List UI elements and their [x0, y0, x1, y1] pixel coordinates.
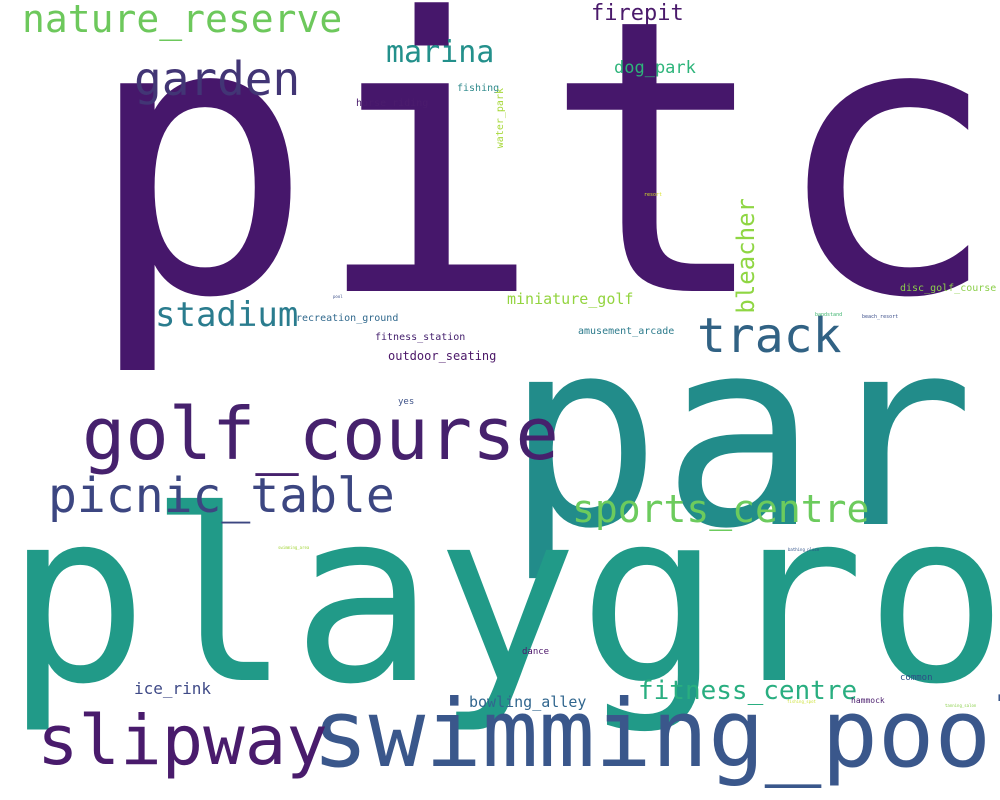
word-track: track: [697, 308, 842, 364]
word-nature-reserve: nature_reserve: [22, 0, 343, 41]
word-yes: yes: [398, 397, 415, 407]
word-hammock: hammock: [851, 696, 885, 705]
word-fitness-station: fitness_station: [375, 332, 466, 343]
word-tanning-salon: tanning_salon: [945, 703, 977, 708]
word-picnic-table: picnic_table: [48, 468, 395, 524]
word-outdoor-seating: outdoor_seating: [388, 349, 497, 363]
word-stadium: stadium: [155, 295, 299, 335]
word-marina: marina: [386, 35, 495, 70]
word-fishing: fishing: [457, 83, 500, 94]
word-playground: playground: [5, 460, 1000, 737]
word-bandstand: bandstand: [815, 312, 843, 318]
word-pitch: pitch: [85, 0, 1000, 381]
word-recreation-ground: recreation_ground: [296, 313, 399, 324]
word-swimming-pool: swimming_pool: [312, 680, 1000, 789]
word-bowling-alley: bowling_alley: [469, 693, 587, 711]
word-sports-centre: sports_centre: [572, 487, 870, 531]
word-fishing-spot: fishing_spot: [787, 699, 816, 704]
word-garden: garden: [134, 52, 301, 106]
word-dog-park: dog_park: [614, 58, 696, 78]
word-dance: dance: [522, 647, 550, 657]
word-slipway: slipway: [37, 701, 328, 781]
word-park: park: [505, 284, 1000, 586]
word-water-park: water_park: [495, 88, 506, 149]
word-bathing-place: bathing_place: [788, 547, 820, 552]
word-resort: resort: [644, 192, 663, 198]
word-beach-resort: beach_resort: [862, 314, 899, 320]
word-horse-riding: horse_riding: [356, 98, 429, 109]
word-miniature-golf: miniature_golf: [507, 290, 634, 308]
word-ice-rink: ice_rink: [134, 679, 212, 698]
word-common: common: [900, 673, 933, 683]
word-disc-golf-course: disc_golf_course: [900, 283, 997, 294]
word-golf-course: golf_course: [82, 392, 559, 476]
word-swimming-area: swimming_area: [278, 545, 310, 550]
word-bleacher: bleacher: [732, 198, 760, 314]
word-fitness-centre: fitness_centre: [638, 676, 858, 706]
word-amusement-arcade: amusement_arcade: [578, 326, 675, 337]
word-firepit: firepit: [591, 1, 684, 26]
word-pool: pool: [333, 294, 343, 299]
